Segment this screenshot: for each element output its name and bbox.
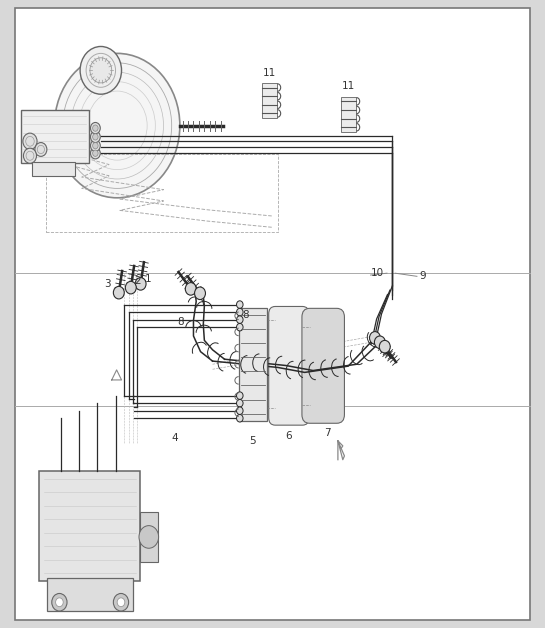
Bar: [341, 97, 356, 132]
Text: 3: 3: [104, 279, 111, 290]
Text: 6: 6: [286, 431, 292, 441]
Bar: [47, 578, 133, 611]
Circle shape: [93, 134, 98, 140]
Circle shape: [237, 407, 243, 414]
Circle shape: [237, 323, 243, 331]
Circle shape: [90, 58, 112, 83]
Text: 5: 5: [250, 436, 256, 447]
Text: 7: 7: [324, 428, 331, 438]
Text: 8: 8: [178, 317, 184, 327]
Text: 10: 10: [371, 268, 384, 278]
Bar: [39, 471, 140, 581]
Circle shape: [185, 283, 196, 295]
Circle shape: [237, 316, 243, 323]
Bar: [140, 512, 158, 562]
Circle shape: [80, 46, 122, 94]
Circle shape: [93, 143, 98, 149]
Circle shape: [35, 143, 47, 156]
Circle shape: [56, 598, 63, 607]
Text: 11: 11: [263, 68, 276, 78]
Circle shape: [23, 133, 37, 149]
Circle shape: [93, 125, 98, 131]
Bar: [239, 308, 267, 421]
Circle shape: [237, 308, 243, 316]
Text: 1: 1: [144, 274, 151, 284]
Circle shape: [113, 286, 124, 299]
Circle shape: [93, 150, 98, 156]
Circle shape: [90, 140, 100, 151]
Circle shape: [370, 332, 380, 344]
Circle shape: [52, 593, 67, 611]
Circle shape: [90, 131, 100, 143]
Circle shape: [135, 278, 146, 290]
Circle shape: [54, 53, 180, 198]
Circle shape: [125, 281, 136, 294]
Circle shape: [374, 336, 385, 349]
Text: 8: 8: [243, 310, 249, 320]
Circle shape: [195, 287, 205, 300]
Circle shape: [23, 148, 37, 163]
Text: 4: 4: [171, 433, 178, 443]
Circle shape: [237, 399, 243, 407]
Bar: [21, 110, 89, 163]
FancyBboxPatch shape: [302, 308, 344, 423]
Circle shape: [237, 392, 243, 399]
Bar: [32, 162, 75, 176]
Circle shape: [139, 526, 159, 548]
Text: 11: 11: [342, 81, 355, 91]
Circle shape: [237, 301, 243, 308]
Circle shape: [237, 414, 243, 422]
Text: 2: 2: [135, 276, 141, 286]
Circle shape: [113, 593, 129, 611]
Bar: [262, 83, 277, 118]
Text: 9: 9: [420, 271, 426, 281]
Circle shape: [90, 148, 100, 159]
Circle shape: [379, 340, 390, 353]
Circle shape: [90, 122, 100, 134]
Circle shape: [117, 598, 125, 607]
FancyBboxPatch shape: [269, 306, 309, 425]
